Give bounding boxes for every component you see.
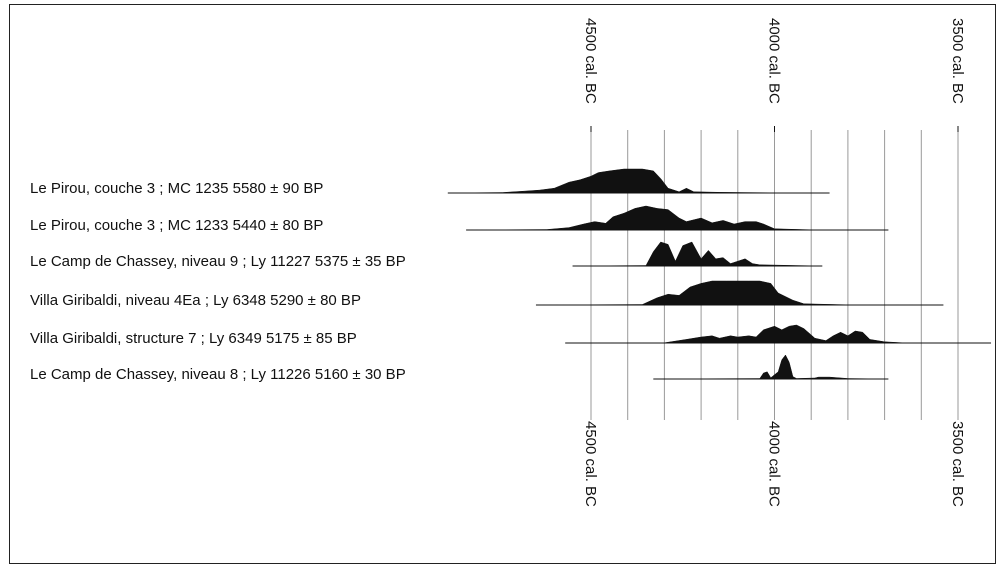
date-row-6: Le Camp de Chassey, niveau 8 ; Ly 11226 …: [30, 354, 889, 383]
date-row-3: Le Camp de Chassey, niveau 9 ; Ly 11227 …: [30, 241, 823, 270]
bottom-tick-label-3500: 3500 cal. BC: [949, 421, 966, 507]
date-row-label: Villa Giribaldi, niveau 4Ea ; Ly 6348 52…: [30, 292, 361, 309]
grid-lines: [590, 130, 959, 420]
date-row-label: Le Pirou, couche 3 ; MC 1233 5440 ± 80 B…: [30, 217, 323, 234]
probability-distribution: [535, 280, 944, 306]
bottom-tick-label-4500: 4500 cal. BC: [582, 421, 599, 507]
probability-distribution: [466, 205, 889, 231]
date-row-2: Le Pirou, couche 3 ; MC 1233 5440 ± 80 B…: [30, 205, 889, 234]
calibration-chart: 4500 cal. BC 4000 cal. BC 3500 cal. BC 450…: [30, 18, 992, 507]
probability-distribution: [565, 324, 992, 344]
top-tick-label-4000: 4000 cal. BC: [766, 18, 783, 104]
top-tick-label-3500: 3500 cal. BC: [949, 18, 966, 104]
date-row-5: Villa Giribaldi, structure 7 ; Ly 6349 5…: [30, 324, 992, 347]
top-tick-label-4500: 4500 cal. BC: [582, 18, 599, 104]
date-row-4: Villa Giribaldi, niveau 4Ea ; Ly 6348 52…: [30, 280, 944, 309]
date-row-label: Le Camp de Chassey, niveau 9 ; Ly 11227 …: [30, 253, 406, 270]
date-row-label: Villa Giribaldi, structure 7 ; Ly 6349 5…: [30, 330, 357, 347]
top-axis-labels: 4500 cal. BC 4000 cal. BC 3500 cal. BC: [582, 18, 966, 132]
date-rows: Le Pirou, couche 3 ; MC 1235 5580 ± 90 B…: [30, 168, 992, 383]
probability-distribution: [653, 354, 889, 380]
probability-distribution: [572, 241, 823, 267]
probability-distribution: [447, 168, 830, 194]
bottom-axis-labels: 4500 cal. BC 4000 cal. BC 3500 cal. BC: [582, 421, 966, 507]
bottom-tick-label-4000: 4000 cal. BC: [766, 421, 783, 507]
date-row-1: Le Pirou, couche 3 ; MC 1235 5580 ± 90 B…: [30, 168, 830, 197]
date-row-label: Le Pirou, couche 3 ; MC 1235 5580 ± 90 B…: [30, 180, 323, 197]
date-row-label: Le Camp de Chassey, niveau 8 ; Ly 11226 …: [30, 366, 406, 383]
